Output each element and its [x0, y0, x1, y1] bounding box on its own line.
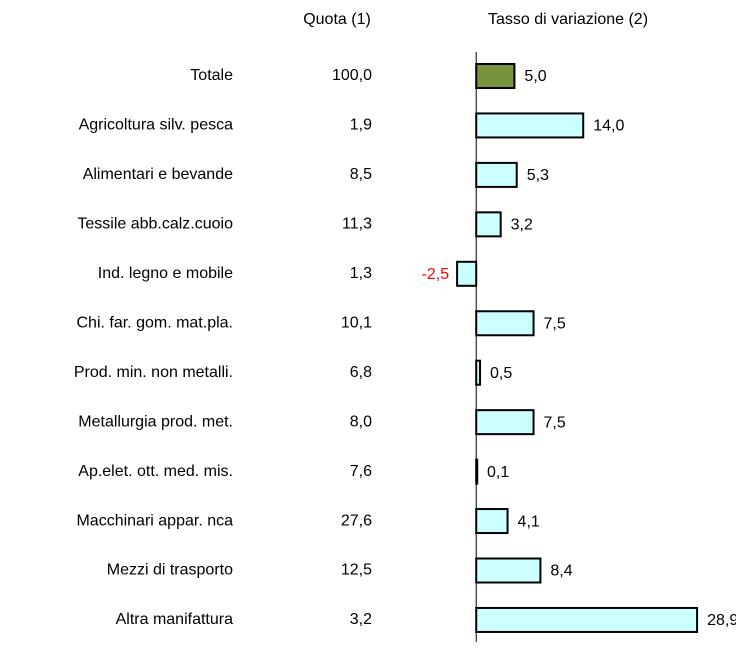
bar [475, 161, 518, 188]
category-label: Macchinari appar. nca [76, 512, 233, 529]
quota-value: 3,2 [350, 611, 372, 628]
category-label: Chi. far. gom. mat.pla. [76, 314, 233, 331]
value-label: 0,5 [490, 365, 512, 382]
quota-value: 6,8 [350, 364, 372, 381]
quota-value: 12,5 [341, 562, 372, 579]
category-label: Totale [190, 67, 233, 84]
value-label: 5,0 [524, 68, 546, 85]
bar [475, 63, 516, 89]
category-label: Prod. min. non metalli. [74, 364, 233, 381]
value-label: 7,5 [544, 315, 566, 332]
value-label: -2,5 [422, 266, 450, 283]
value-label: 7,5 [544, 414, 566, 431]
quota-value: 8,5 [350, 166, 372, 183]
column-header: Quota (1) [303, 11, 371, 28]
quota-value: 10,1 [341, 314, 372, 331]
value-label: 28,9 [707, 612, 736, 629]
bar [475, 310, 535, 337]
value-label: 5,3 [527, 167, 549, 184]
category-label: Mezzi di trasporto [107, 562, 233, 579]
value-label: 0,1 [487, 464, 509, 481]
quota-value: 8,0 [350, 413, 372, 430]
bar [475, 606, 699, 633]
category-label: Agricoltura silv. pesca [79, 117, 234, 134]
quota-value: 1,9 [350, 117, 372, 134]
category-label: Altra manifattura [116, 611, 233, 628]
bar [456, 260, 478, 287]
value-label: 8,4 [550, 563, 572, 580]
value-label: 3,2 [511, 217, 533, 234]
category-label: Metallurgia prod. met. [78, 413, 233, 430]
column-header: Tasso di variazione (2) [488, 11, 648, 28]
quota-value: 100,0 [332, 67, 372, 84]
value-label: 14,0 [593, 118, 624, 135]
bar [475, 557, 542, 584]
bar [475, 211, 502, 238]
quota-value: 1,3 [350, 265, 372, 282]
bar [475, 112, 585, 139]
bar [475, 508, 509, 535]
quota-value: 27,6 [341, 512, 372, 529]
quota-value: 7,6 [350, 463, 372, 480]
quota-value: 11,3 [342, 216, 372, 233]
category-label: Ap.elet. ott. med. mis. [78, 463, 233, 480]
bar [475, 359, 482, 386]
category-label: Ind. legno e mobile [98, 265, 233, 282]
value-label: 4,1 [518, 513, 540, 530]
category-label: Alimentari e bevande [83, 166, 233, 183]
category-label: Tessile abb.calz.cuoio [77, 216, 233, 233]
bar [475, 409, 535, 436]
